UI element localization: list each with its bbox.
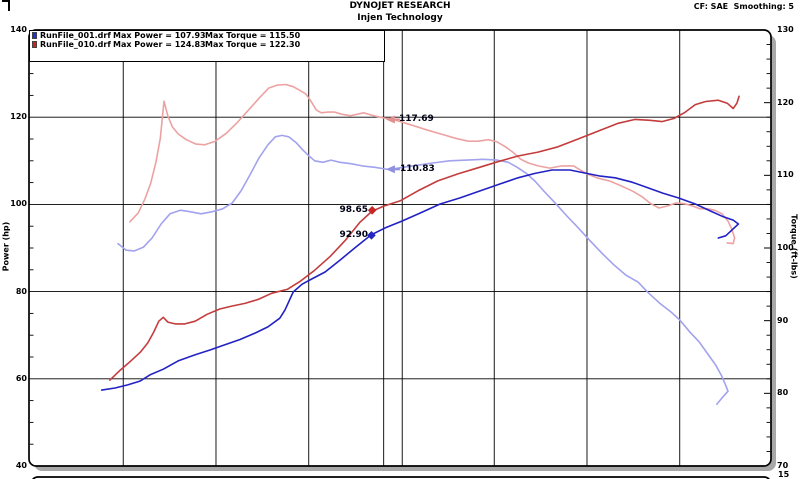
plot-frame bbox=[28, 29, 772, 467]
power-tick-label: 80 bbox=[15, 286, 27, 296]
power-tick-label: 60 bbox=[15, 373, 27, 383]
run1-color-swatch-icon bbox=[32, 32, 37, 39]
curve-runfile-001-drf-torque bbox=[117, 134, 729, 406]
callout-torque-run2: 117.69 bbox=[399, 114, 434, 124]
cursor-arrow-marker bbox=[385, 115, 395, 124]
page-subtitle: Injen Technology bbox=[357, 13, 443, 23]
power-tick-label: 100 bbox=[10, 199, 27, 209]
screen-edge-artifact bbox=[2, 0, 10, 11]
curve-runfile-001-drf-power bbox=[100, 169, 740, 391]
power-tick-label: 120 bbox=[10, 112, 27, 122]
torque-tick-label: 100 bbox=[777, 243, 794, 252]
run1-max-power-label: Max Power = 107.93 bbox=[113, 31, 206, 40]
power-tick-label: 140 bbox=[10, 25, 27, 34]
cursor-arrow-marker bbox=[385, 165, 395, 174]
callout-power-run1: 92.90 bbox=[339, 230, 368, 240]
cursor-arrow-tail bbox=[394, 118, 400, 121]
callout-power-run2: 98.65 bbox=[339, 205, 368, 215]
run2-file-label: RunFile_010.drf bbox=[40, 40, 111, 49]
torque-tick-label: 120 bbox=[777, 97, 794, 107]
plot-background bbox=[29, 30, 771, 466]
cursor-arrow-tail bbox=[394, 168, 400, 171]
cursor-diamond-marker bbox=[367, 205, 377, 215]
curve-runfile-010-drf-torque bbox=[129, 83, 736, 245]
torque-tick-label: 90 bbox=[777, 315, 789, 325]
lower-panel-tick-label: 15 bbox=[778, 470, 790, 479]
callout-torque-run1: 110.83 bbox=[400, 164, 435, 174]
correction-smoothing-label: CF: SAE Smoothing: 5 bbox=[693, 2, 794, 11]
run2-max-power-label: Max Power = 124.83 bbox=[113, 40, 206, 49]
torque-tick-label: 130 bbox=[777, 25, 794, 34]
power-tick-label: 40 bbox=[15, 461, 27, 470]
run1-max-torque-label: Max Torque = 115.50 bbox=[205, 31, 301, 40]
torque-tick-label: 70 bbox=[777, 461, 789, 470]
cursor-diamond-marker bbox=[366, 230, 376, 240]
legend-row-run1: RunFile_001.drf Max Power = 107.93 Max T… bbox=[30, 32, 384, 40]
torque-tick-label: 110 bbox=[777, 170, 794, 180]
torque-tick-label: 80 bbox=[777, 388, 789, 398]
curve-runfile-010-drf-power bbox=[109, 95, 740, 381]
page-title: DYNOJET RESEARCH bbox=[349, 1, 451, 11]
run2-max-torque-label: Max Torque = 122.30 bbox=[205, 40, 301, 49]
runs-legend: RunFile_001.drf Max Power = 107.93 Max T… bbox=[29, 30, 385, 62]
legend-row-run2: RunFile_010.drf Max Power = 124.83 Max T… bbox=[30, 41, 384, 49]
run1-file-label: RunFile_001.drf bbox=[40, 31, 111, 40]
run2-color-swatch-icon bbox=[32, 41, 37, 48]
